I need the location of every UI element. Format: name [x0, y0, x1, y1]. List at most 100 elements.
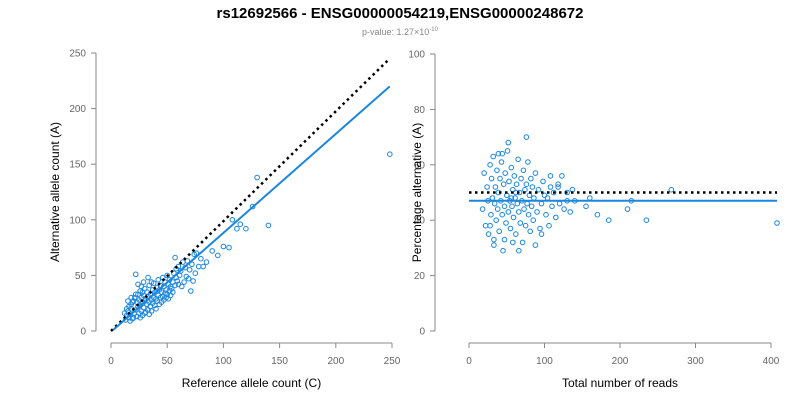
data-point — [131, 294, 138, 301]
data-point — [535, 186, 542, 193]
data-point — [555, 181, 561, 187]
data-point — [146, 311, 152, 318]
data-point — [540, 178, 546, 185]
data-point — [138, 283, 145, 290]
data-point — [544, 195, 551, 201]
data-point — [387, 151, 393, 157]
data-point — [123, 306, 130, 312]
left-scatter-panel: 0 50 100 150 200 250 0 50 100 150 200 250 Reference … — [48, 49, 401, 391]
data-point — [506, 178, 512, 185]
data-point — [514, 200, 521, 207]
data-point — [643, 217, 650, 223]
data-point — [170, 289, 176, 295]
data-point — [481, 170, 487, 176]
data-point — [515, 156, 521, 163]
data-point — [494, 167, 500, 174]
data-point — [500, 181, 507, 187]
data-point — [505, 139, 512, 146]
data-point — [559, 173, 565, 179]
data-point — [168, 285, 175, 292]
data-point — [774, 220, 780, 226]
data-point — [495, 150, 502, 157]
data-point — [528, 203, 535, 210]
data-point — [220, 243, 227, 250]
chart-title: rs12692566 - ENSG00000054219,ENSG0000024… — [217, 5, 584, 22]
data-point — [234, 225, 240, 232]
right-scatter-panel: 0 100 200 300 400 0 20 40 60 80 100 Total number of… — [408, 50, 780, 390]
data-point — [519, 239, 526, 246]
data-point — [479, 206, 486, 212]
y-axis-label: Alternative allele count (A) — [48, 122, 62, 262]
x-tick-label: 400 — [763, 356, 780, 367]
y-tick-label: 0 — [419, 327, 425, 338]
data-point — [488, 175, 495, 182]
data-point — [532, 242, 539, 248]
data-point — [511, 173, 518, 179]
chart-subtitle: p-value: 1.27×10-10 — [362, 27, 439, 37]
data-point — [265, 222, 272, 229]
data-point — [181, 279, 187, 285]
data-point — [174, 278, 181, 284]
data-point — [537, 225, 543, 232]
data-point — [501, 236, 508, 243]
data-point — [553, 214, 559, 221]
data-point — [505, 209, 512, 215]
data-point — [538, 200, 545, 207]
data-point — [527, 228, 534, 235]
data-point — [522, 222, 529, 229]
data-point — [185, 275, 192, 282]
data-point — [137, 314, 143, 321]
data-point — [525, 159, 531, 165]
x-tick-label: 250 — [384, 356, 401, 367]
data-point — [550, 189, 557, 196]
data-point — [140, 304, 147, 311]
data-point — [139, 289, 146, 295]
x-tick-label: 300 — [687, 356, 704, 367]
data-point — [484, 184, 490, 190]
data-point — [140, 279, 147, 285]
data-point — [567, 209, 574, 215]
x-axis-label: Reference allele count (C) — [182, 376, 321, 390]
data-point — [516, 247, 522, 254]
data-point — [523, 134, 530, 140]
x-tick-label: 200 — [612, 356, 629, 367]
data-point — [531, 195, 537, 201]
data-point — [132, 271, 139, 278]
x-tick-label: 150 — [271, 356, 288, 367]
data-point — [491, 200, 498, 207]
y-tick-label: 100 — [69, 215, 86, 226]
data-point — [518, 175, 524, 182]
x-tick-label: 100 — [536, 356, 553, 367]
data-point — [513, 231, 519, 237]
data-point — [529, 184, 536, 190]
data-point — [491, 236, 497, 243]
data-point — [188, 288, 194, 294]
data-point — [491, 242, 497, 248]
data-point — [624, 206, 631, 212]
data-point — [500, 247, 506, 254]
data-point — [509, 203, 515, 210]
data-point — [513, 181, 520, 187]
data-point — [198, 255, 204, 262]
data-point — [538, 231, 545, 237]
data-point — [229, 217, 236, 223]
x-tick-label: 100 — [215, 356, 232, 367]
data-point — [482, 222, 489, 229]
data-point — [605, 217, 612, 223]
reference-line — [110, 57, 391, 332]
x-axis-label: Total number of reads — [562, 376, 678, 390]
data-point — [128, 294, 134, 301]
data-point — [501, 203, 508, 210]
data-point — [587, 195, 593, 201]
data-point — [547, 184, 554, 190]
y-tick-label: 20 — [414, 271, 426, 282]
data-point — [485, 231, 492, 237]
data-point — [496, 228, 503, 235]
y-tick-label: 150 — [69, 160, 86, 171]
data-point — [555, 184, 561, 190]
data-point — [172, 282, 178, 289]
data-point — [153, 306, 159, 312]
y-axis-label: Percentage alternative (A) — [410, 123, 424, 262]
data-point — [489, 195, 496, 201]
